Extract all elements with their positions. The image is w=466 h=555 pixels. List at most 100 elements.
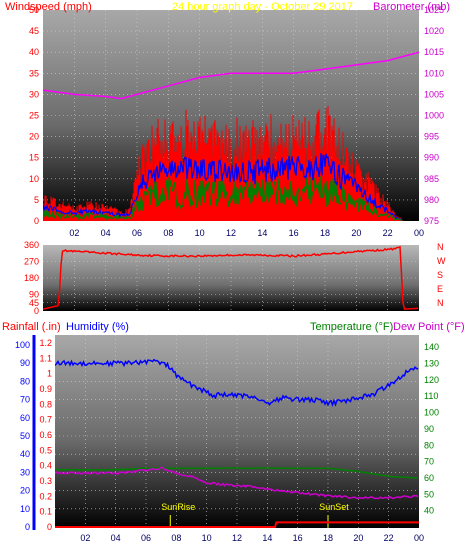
rain-tick-label: 0.1	[39, 507, 52, 517]
temperature-tick-label: 70	[424, 457, 434, 467]
rain-tick-label: 0.8	[39, 399, 52, 409]
rainfall-axis-label: Rainfall (.in)	[2, 321, 61, 333]
humidity-axis-label: Humidity (%)	[66, 321, 129, 333]
humidity-tick-label: 50	[20, 431, 30, 441]
wind-x-tick-label: 16	[289, 228, 299, 238]
rain-tick-label: 1.1	[39, 353, 52, 363]
direction-panel-grid	[43, 245, 419, 311]
barometer-tick-label: 1025	[424, 5, 444, 15]
rain-tick-label: 0.4	[39, 461, 52, 471]
wind-tick-label: 45	[29, 26, 39, 36]
wind-panel-ticks: 0510152025303540455097598098599099510001…	[29, 5, 444, 238]
compass-n-label: N	[437, 298, 444, 308]
wind-tick-label: 35	[29, 68, 39, 78]
sunset-label: SunSet	[319, 502, 349, 512]
humidity-tick-label: 30	[20, 467, 30, 477]
barometer-tick-label: 990	[424, 153, 439, 163]
graph-title: 24 hour graph day - October 29 2017	[172, 1, 353, 13]
temperature-tick-label: 100	[424, 408, 439, 418]
windspeed-axis-label: Windspeed (mph)	[5, 1, 92, 13]
humidity-x-tick-label: 10	[202, 533, 212, 543]
barometer-tick-label: 1015	[424, 47, 444, 57]
wind-tick-label: 5	[34, 195, 39, 205]
wind-average-line	[43, 153, 403, 221]
rain-tick-label: 0.6	[39, 430, 52, 440]
wind-tick-label: 10	[29, 174, 39, 184]
barometer-tick-label: 1010	[424, 68, 444, 78]
rain-tick-label: 0	[47, 522, 52, 532]
barometer-axis-label: Barometer (mb)	[373, 1, 450, 13]
wind-x-tick-label: 12	[226, 228, 236, 238]
humidity-tick-label: 20	[20, 486, 30, 496]
rain-tick-label: 0.2	[39, 491, 52, 501]
humidity-line	[55, 358, 419, 408]
wind-x-tick-label: 04	[101, 228, 111, 238]
humidity-x-tick-label: 16	[293, 533, 303, 543]
wind-tick-label: 25	[29, 111, 39, 121]
humidity-tick-label: 80	[20, 376, 30, 386]
humidity-tick-label: 70	[20, 395, 30, 405]
dewpoint-line	[55, 466, 419, 500]
barometer-tick-label: 1005	[424, 89, 444, 99]
wind-x-tick-label: 10	[195, 228, 205, 238]
humidity-tick-label: 100	[15, 340, 30, 350]
rain-tick-label: 1.2	[39, 338, 52, 348]
temperature-axis-label: Temperature (°F)	[310, 321, 393, 333]
temperature-tick-label: 90	[424, 424, 434, 434]
rain-tick-label: 0.5	[39, 445, 52, 455]
direction-tick-label: 0	[34, 306, 39, 316]
wind-tick-label: 40	[29, 47, 39, 57]
compass-n-label: N	[437, 242, 444, 252]
dewpoint-axis-label: Dew Point (°F)	[393, 321, 465, 333]
temperature-tick-label: 50	[424, 489, 434, 499]
temperature-tick-label: 110	[424, 391, 438, 401]
humidity-x-tick-label: 08	[171, 533, 181, 543]
compass-w-label: W	[437, 256, 446, 266]
wind-low-line	[43, 176, 403, 221]
temperature-tick-label: 40	[424, 506, 434, 516]
direction-tick-label: 360	[24, 240, 39, 250]
wind-x-tick-label: 02	[69, 228, 79, 238]
direction-tick-label: 45	[29, 298, 39, 308]
barometer-tick-label: 995	[424, 132, 439, 142]
humidity-x-tick-label: 20	[353, 533, 363, 543]
barometer-tick-label: 1000	[424, 111, 444, 121]
rain-line	[55, 521, 419, 528]
barometer-tick-label: 985	[424, 174, 439, 184]
barometer-line	[43, 51, 419, 100]
humidity-x-tick-label: 12	[232, 533, 242, 543]
rain-tick-label: 0.7	[39, 415, 52, 425]
rain-tick-label: 0.3	[39, 476, 52, 486]
sunrise-label: SunRise	[161, 502, 195, 512]
temperature-tick-label: 120	[424, 375, 439, 385]
direction-line	[43, 245, 419, 310]
humidity-panel-ticks: 0 10 20 30 40 50 60 70 80 90 100 0 0.1 0.2 0.3 0.4 0.5 0.…	[15, 338, 439, 543]
direction-tick-label: 180	[24, 273, 39, 283]
barometer-tick-label: 980	[424, 195, 439, 205]
temperature-tick-label: 140	[424, 342, 439, 352]
humidity-x-tick-label: 04	[111, 533, 121, 543]
temperature-tick-label: 60	[424, 473, 434, 483]
direction-tick-label: 270	[24, 257, 39, 267]
humidity-tick-label: 40	[20, 449, 30, 459]
humidity-x-tick-label: 18	[323, 533, 333, 543]
temperature-line	[55, 467, 419, 479]
humidity-x-tick-label: 02	[80, 533, 90, 543]
humidity-x-tick-label: 22	[384, 533, 394, 543]
barometer-tick-label: 1020	[424, 26, 444, 36]
humidity-tick-label: 60	[20, 413, 30, 423]
wind-x-tick-label: 00	[414, 228, 424, 238]
temperature-tick-label: 130	[424, 359, 439, 369]
wind-x-tick-label: 08	[163, 228, 173, 238]
compass-s-label: S	[437, 270, 443, 280]
rain-tick-label: 0.9	[39, 384, 52, 394]
wind-tick-label: 50	[29, 5, 39, 15]
humidity-x-tick-label: 14	[262, 533, 272, 543]
rain-tick-label: 1	[47, 369, 52, 379]
humidity-x-tick-label: 06	[141, 533, 151, 543]
humidity-tick-label: 10	[20, 504, 30, 514]
humidity-tick-label: 0	[25, 522, 30, 532]
